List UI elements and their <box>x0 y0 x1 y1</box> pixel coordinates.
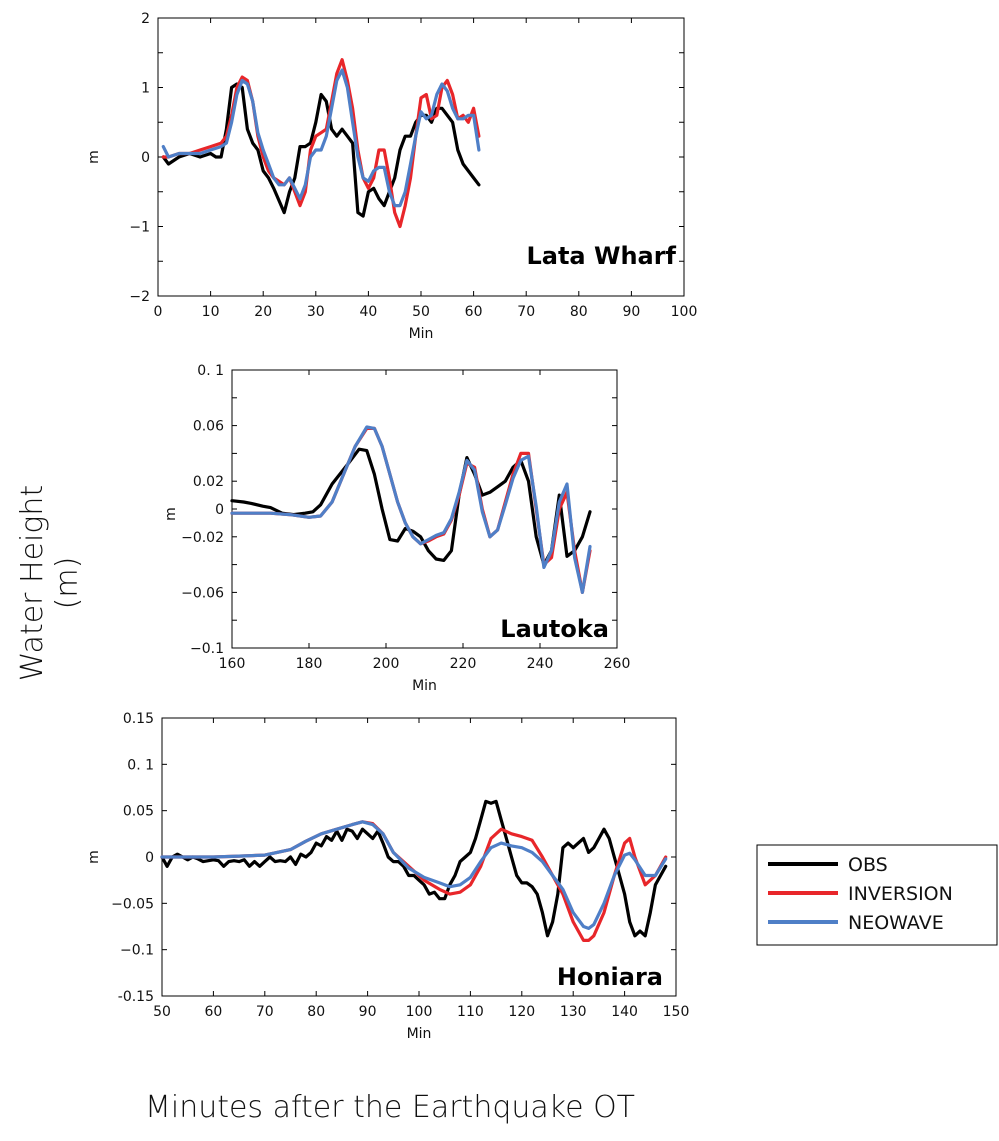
y-tick-label: −0.06 <box>181 585 224 601</box>
y-tick-label: −0.05 <box>111 896 154 912</box>
station-label: Honiara <box>557 963 663 991</box>
y-axis-label: m <box>86 150 102 164</box>
x-tick-label: 220 <box>450 656 477 672</box>
y-tick-label: −0.1 <box>190 641 224 657</box>
station-label: Lata Wharf <box>526 242 676 270</box>
x-tick-label: 240 <box>527 656 554 672</box>
x-axis-label: Min <box>407 1026 432 1042</box>
y-tick-label: 0.05 <box>123 804 154 820</box>
y-tick-label: −1 <box>129 220 150 236</box>
x-tick-label: 130 <box>560 1004 587 1020</box>
y-axis-label: m <box>86 850 102 864</box>
y-tick-label: 0. 1 <box>197 363 224 379</box>
y-tick-label: −0.1 <box>120 943 154 959</box>
series-line-neowave <box>230 425 592 595</box>
chart-panel-0: 0 10 20 30 40 50 60 70 80 90 100 −2 −1 0 1 2 Min m Lata Wh… <box>86 11 697 342</box>
x-tick-label: 180 <box>296 656 323 672</box>
x-tick-label: 10 <box>202 304 220 320</box>
x-tick-label: 100 <box>406 1004 433 1020</box>
x-tick-label: 50 <box>153 1004 171 1020</box>
chart-panel-2: 50 60 70 80 90 100 110 120 130 140 150 -0.15 −0.1 −0.… <box>86 711 689 1042</box>
y-tick-label: -0.15 <box>118 989 154 1005</box>
y-tick-label: −2 <box>129 289 150 305</box>
x-tick-label: 50 <box>412 304 430 320</box>
x-axis-label: Min <box>412 678 437 694</box>
y-tick-label: 0.02 <box>193 474 224 490</box>
x-tick-label: 60 <box>204 1004 222 1020</box>
station-label: Lautoka <box>500 615 609 643</box>
series-line-obs <box>160 799 668 938</box>
x-tick-label: 80 <box>307 1004 325 1020</box>
y-tick-label: 0. 1 <box>127 757 154 773</box>
series-line-inversion <box>160 820 668 943</box>
x-tick-label: 200 <box>373 656 400 672</box>
x-tick-label: 80 <box>570 304 588 320</box>
y-tick-label: −0.02 <box>181 530 224 546</box>
y-tick-label: 1 <box>141 81 150 97</box>
x-tick-label: 150 <box>663 1004 690 1020</box>
y-tick-label: 0 <box>145 850 154 866</box>
x-tick-label: 60 <box>465 304 483 320</box>
legend-label-inversion: INVERSION <box>848 883 953 905</box>
legend-label-obs: OBS <box>848 854 888 876</box>
y-axis-label: m <box>163 507 179 521</box>
y-tick-label: 0.15 <box>123 711 154 727</box>
x-tick-label: 110 <box>457 1004 484 1020</box>
chart-panel-1: 160 180 200 220 240 260 −0.1 −0.06 −0.02 0 0.02 0.0… <box>163 363 630 694</box>
series-line-obs <box>161 82 481 218</box>
series-line-inversion <box>161 58 481 229</box>
x-tick-label: 0 <box>154 304 163 320</box>
x-tick-label: 260 <box>604 656 631 672</box>
x-tick-label: 70 <box>517 304 535 320</box>
figure-y-label: Water Height (m) <box>15 484 85 682</box>
y-tick-label: 0.06 <box>193 419 224 435</box>
x-tick-label: 140 <box>611 1004 638 1020</box>
x-tick-label: 20 <box>254 304 272 320</box>
x-tick-label: 120 <box>508 1004 535 1020</box>
y-tick-label: 0 <box>141 150 150 166</box>
x-tick-label: 90 <box>622 304 640 320</box>
x-tick-label: 90 <box>359 1004 377 1020</box>
series-line-neowave <box>160 820 668 931</box>
x-tick-label: 30 <box>307 304 325 320</box>
series-line-obs <box>230 447 592 567</box>
x-tick-label: 70 <box>256 1004 274 1020</box>
x-tick-label: 40 <box>359 304 377 320</box>
legend-label-neowave: NEOWAVE <box>848 912 944 934</box>
y-tick-label: 0 <box>215 502 224 518</box>
figure-x-label: Minutes after the Earthquake OT <box>144 1090 636 1125</box>
series-line-neowave <box>161 68 481 208</box>
legend: OBS INVERSION NEOWAVE <box>756 844 998 946</box>
y-tick-label: 2 <box>141 11 150 27</box>
x-axis-label: Min <box>409 326 434 342</box>
x-tick-label: 160 <box>219 656 246 672</box>
x-tick-label: 100 <box>671 304 698 320</box>
